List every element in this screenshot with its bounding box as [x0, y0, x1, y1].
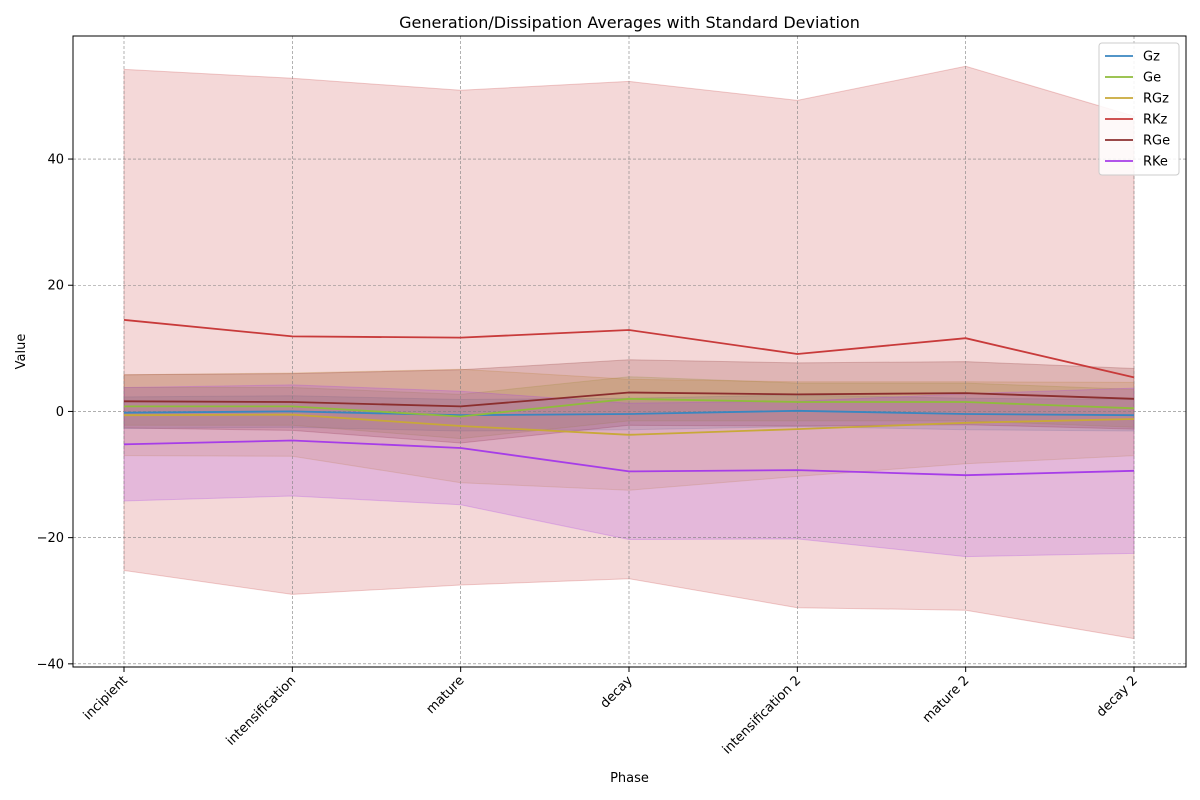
- x-axis-label: Phase: [610, 771, 649, 786]
- y-axis: −40 −20 0 20 40: [37, 153, 73, 672]
- y-tick-label: 40: [47, 153, 64, 168]
- series-line-gz: [123, 409, 1135, 417]
- y-axis-label: Value: [14, 334, 29, 370]
- series-line-rgz: [123, 413, 1135, 436]
- series-line-rkz: [123, 319, 1135, 379]
- y-tick-label: −40: [37, 657, 64, 672]
- series-line-ge: [124, 397, 1135, 418]
- y-tick-label: −20: [37, 531, 64, 546]
- legend-label-gz: Gz: [1143, 50, 1160, 65]
- legend-label-rkz: RKz: [1143, 113, 1168, 128]
- legend-label-ge: Ge: [1143, 71, 1161, 86]
- std-band-rgz: [123, 368, 1135, 491]
- legend: Gz Ge RGz RKz RGe RKe: [1098, 42, 1180, 176]
- y-tick-label: 20: [47, 279, 64, 294]
- series-line-rge: [123, 391, 1135, 408]
- y-tick-label: 0: [56, 405, 64, 420]
- series-line-rke: [123, 439, 1135, 477]
- legend-label-rge: RGe: [1143, 134, 1170, 149]
- legend-label-rke: RKe: [1143, 155, 1168, 170]
- legend-label-rgz: RGz: [1143, 92, 1169, 107]
- series-lines: [123, 319, 1135, 477]
- legend-box: [1098, 42, 1180, 176]
- chart-title: Generation/Dissipation Averages with Sta…: [399, 13, 860, 32]
